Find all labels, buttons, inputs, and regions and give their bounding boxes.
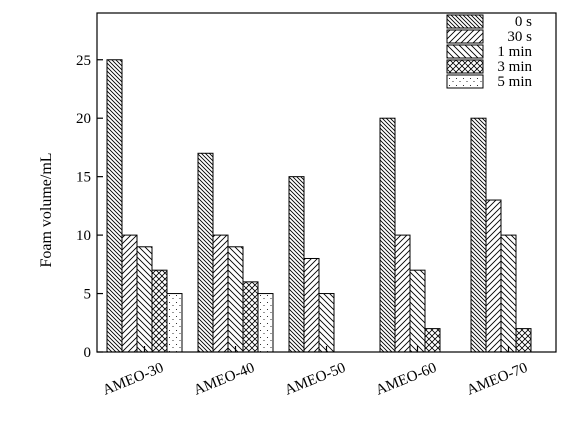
- y-tick-label: 0: [84, 345, 92, 361]
- bar-ameo-70-0s: [470, 117, 487, 353]
- bar-ameo-70-3min: [515, 328, 532, 353]
- legend-label: 30 s: [507, 29, 532, 45]
- y-tick-label: 20: [76, 111, 91, 127]
- legend-swatch: [446, 59, 484, 74]
- bar-ameo-30-3min: [151, 269, 168, 353]
- legend-swatch: [446, 14, 484, 29]
- y-tick-label: 25: [76, 53, 91, 69]
- bar-ameo-60-1min: [409, 269, 426, 353]
- legend-swatch: [446, 74, 484, 89]
- bar-ameo-50-1min: [318, 293, 335, 353]
- legend-label: 5 min: [497, 74, 532, 90]
- bar-ameo-40-5min: [257, 293, 274, 353]
- bar-ameo-30-1min: [136, 246, 153, 353]
- y-tick-label: 5: [84, 287, 92, 303]
- y-axis-label: Foam volume/mL: [38, 152, 55, 267]
- x-tick-label: AMEO-30: [101, 360, 166, 399]
- bar-ameo-40-30s: [212, 234, 229, 353]
- legend-label: 3 min: [497, 59, 532, 75]
- bar-ameo-30-0s: [106, 59, 123, 353]
- bar-ameo-60-3min: [424, 328, 441, 353]
- bar-ameo-30-5min: [166, 293, 183, 353]
- x-tick-label: AMEO-70: [465, 360, 530, 399]
- bar-ameo-70-1min: [500, 234, 517, 353]
- bars-layer: [106, 59, 532, 353]
- x-tick-label: AMEO-60: [374, 360, 439, 399]
- bar-ameo-30-30s: [121, 234, 138, 353]
- bar-ameo-60-0s: [379, 117, 396, 353]
- legend-swatch: [446, 44, 484, 59]
- bar-ameo-60-30s: [394, 234, 411, 353]
- bar-ameo-40-3min: [242, 281, 259, 353]
- bar-ameo-40-1min: [227, 246, 244, 353]
- x-tick-label: AMEO-50: [283, 360, 348, 399]
- y-tick-label: 10: [76, 228, 91, 244]
- legend-swatch: [446, 29, 484, 44]
- bar-ameo-40-0s: [197, 152, 214, 353]
- bar-ameo-50-30s: [303, 257, 320, 353]
- legend-label: 1 min: [497, 44, 532, 60]
- bar-ameo-50-0s: [288, 176, 305, 353]
- bar-ameo-70-30s: [485, 199, 502, 353]
- legend-label: 0 s: [515, 14, 532, 30]
- y-tick-label: 15: [76, 170, 91, 186]
- x-tick-label: AMEO-40: [192, 360, 257, 399]
